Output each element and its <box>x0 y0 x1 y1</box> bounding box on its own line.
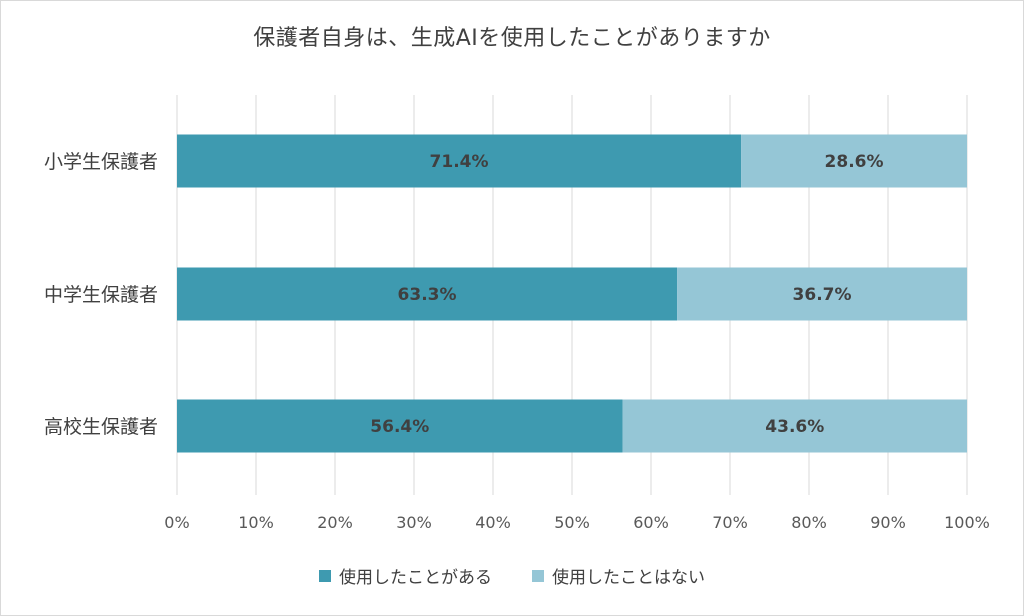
x-tick-label: 10% <box>238 513 274 532</box>
x-tick-label: 50% <box>554 513 590 532</box>
data-label: 56.4% <box>370 417 429 437</box>
bar-segment <box>622 399 967 453</box>
category-label: 小学生保護者 <box>44 151 158 173</box>
legend-label-used: 使用したことがある <box>339 568 492 588</box>
data-label: 36.7% <box>793 285 852 305</box>
category-label: 中学生保護者 <box>44 284 158 306</box>
legend-swatch-used <box>319 569 331 582</box>
bar-segment <box>177 399 623 453</box>
bar-segment <box>177 134 742 188</box>
bar-segment <box>177 267 678 321</box>
category-label: 高校生保護者 <box>44 416 158 438</box>
x-tick-label: 80% <box>791 513 827 532</box>
x-tick-label: 70% <box>712 513 748 532</box>
x-tick-label: 40% <box>475 513 511 532</box>
legend-label-not-used: 使用したことはない <box>552 568 705 588</box>
data-label: 71.4% <box>430 152 489 172</box>
data-label: 43.6% <box>765 417 824 437</box>
x-tick-label: 0% <box>164 513 189 532</box>
x-tick-label: 100% <box>944 513 990 532</box>
bar-segment <box>677 267 967 321</box>
chart-title: 保護者自身は、生成AIを使用したことがありますか <box>253 26 771 51</box>
chart-legend: 使用したことがある 使用したことはない <box>0 563 1024 588</box>
data-label: 28.6% <box>825 152 884 172</box>
legend-item-used: 使用したことがある <box>319 563 492 588</box>
x-tick-label: 60% <box>633 513 669 532</box>
x-tick-label: 20% <box>317 513 353 532</box>
legend-swatch-not-used <box>532 569 544 582</box>
data-label: 63.3% <box>398 285 457 305</box>
bar-segment <box>741 134 967 188</box>
x-tick-label: 90% <box>870 513 906 532</box>
legend-item-not-used: 使用したことはない <box>532 563 705 588</box>
x-tick-label: 30% <box>396 513 432 532</box>
